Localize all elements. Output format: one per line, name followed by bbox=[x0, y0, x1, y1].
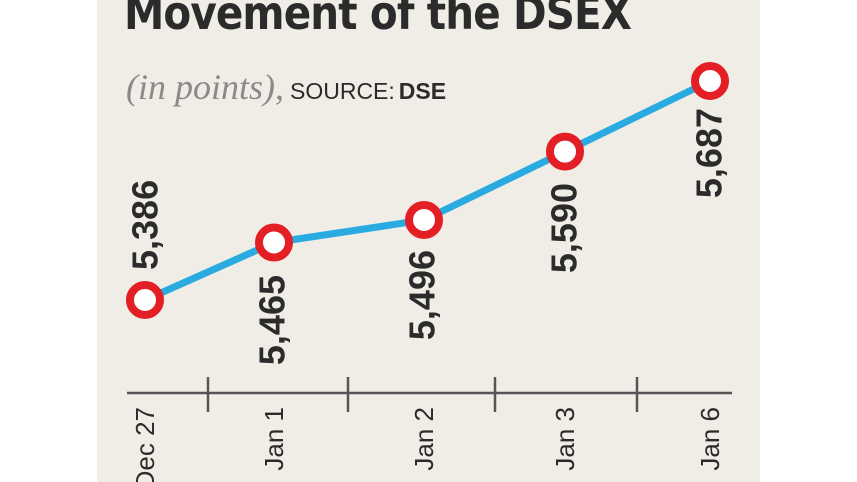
x-tick-label-1: Dec 27 bbox=[130, 407, 160, 482]
line-chart: 5,386 5,465 5,496 5,590 5,687 Dec 27 Jan 1 Jan … bbox=[125, 62, 732, 482]
data-point-3 bbox=[405, 200, 443, 239]
data-point-5 bbox=[691, 62, 729, 100]
data-point-2 bbox=[255, 223, 293, 262]
unit-label: (in points), bbox=[126, 67, 284, 107]
x-tick-label-3: Jan 2 bbox=[409, 407, 439, 471]
x-tick-label-5: Jan 6 bbox=[695, 407, 725, 471]
data-label-3: 5,496 bbox=[402, 250, 443, 340]
data-label-5: 5,687 bbox=[689, 108, 730, 198]
data-label-4: 5,590 bbox=[544, 183, 585, 273]
x-tick-label-4: Jan 3 bbox=[550, 407, 580, 471]
data-point-1 bbox=[126, 281, 164, 319]
x-tick-label-2: Jan 1 bbox=[259, 407, 289, 471]
chart-panel: Movement of the DSEX (in points), SOURCE:… bbox=[97, 0, 760, 482]
chart-subtitle: (in points), SOURCE: DSE bbox=[126, 66, 446, 108]
chart-title: Movement of the DSEX bbox=[124, 0, 632, 40]
data-label-1: 5,386 bbox=[125, 180, 166, 270]
data-point-4 bbox=[546, 132, 584, 171]
data-label-2: 5,465 bbox=[252, 275, 293, 365]
source-label: SOURCE: bbox=[290, 78, 395, 104]
source-value: DSE bbox=[398, 78, 447, 104]
